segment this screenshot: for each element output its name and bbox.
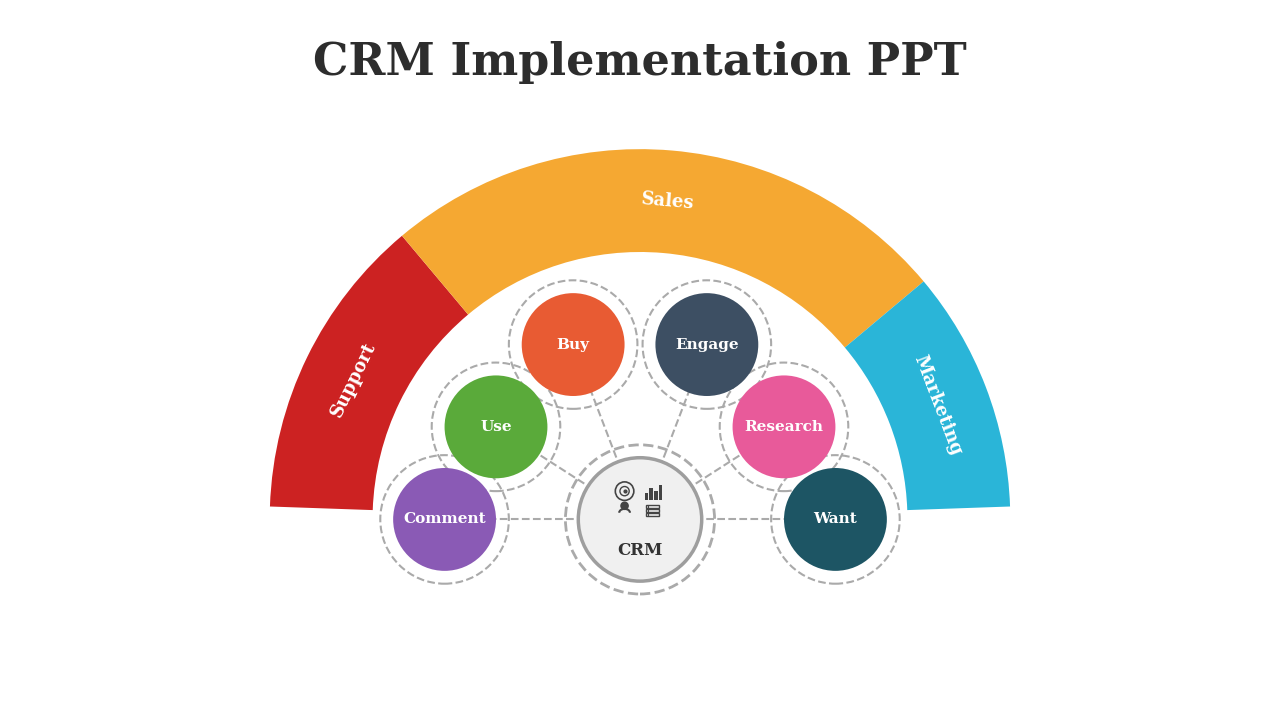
Circle shape [444, 375, 548, 478]
Circle shape [522, 293, 625, 396]
Text: Research: Research [745, 420, 823, 434]
Circle shape [393, 468, 497, 571]
Text: CRM: CRM [617, 541, 663, 559]
Wedge shape [845, 282, 1010, 510]
Bar [658, 485, 662, 500]
Circle shape [655, 293, 758, 396]
Circle shape [783, 468, 887, 571]
Wedge shape [402, 149, 924, 348]
Text: Use: Use [480, 420, 512, 434]
Text: Comment: Comment [403, 513, 486, 526]
Circle shape [732, 375, 836, 478]
Text: Sales: Sales [640, 191, 695, 213]
Text: Support: Support [328, 339, 379, 420]
Wedge shape [270, 235, 468, 510]
Circle shape [621, 502, 628, 510]
Bar [646, 505, 658, 508]
Bar [646, 509, 658, 512]
Bar [654, 491, 658, 500]
Bar [649, 488, 653, 500]
Text: Marketing: Marketing [910, 353, 965, 458]
Text: CRM Implementation PPT: CRM Implementation PPT [314, 41, 966, 84]
Text: Engage: Engage [675, 338, 739, 351]
Text: Want: Want [814, 513, 858, 526]
Text: Buy: Buy [557, 338, 590, 351]
Bar [646, 513, 658, 516]
Bar [645, 492, 649, 500]
Circle shape [579, 458, 701, 581]
